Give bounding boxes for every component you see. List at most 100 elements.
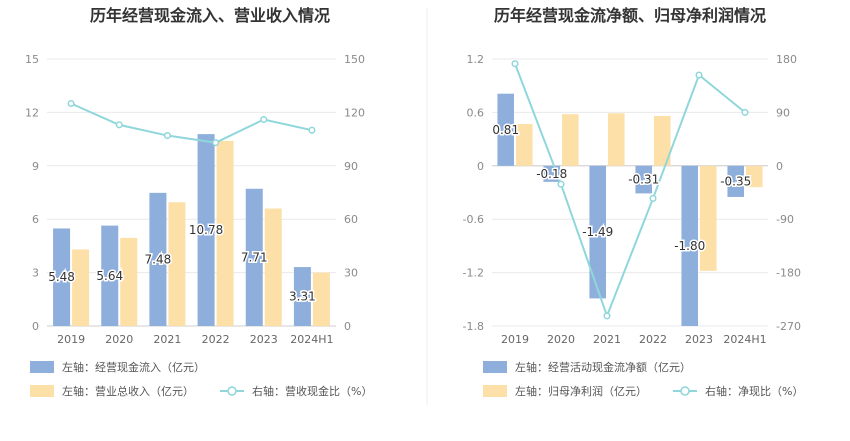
chart2-ratio-point	[695, 71, 703, 79]
chart1-title: 历年经营现金流入、营业收入情况	[90, 6, 330, 25]
chart1-legend-secondary: 左轴：营业总收入（亿元）	[62, 384, 194, 398]
chart2-ratio-point	[511, 60, 519, 68]
chart1-right-tick-label: 90	[344, 160, 358, 173]
chart1-x-tick-label: 2023	[250, 333, 278, 346]
chart1-left-tick-label: 6	[32, 213, 39, 226]
chart2-bar-secondary	[700, 165, 717, 271]
chart2-right-tick-label: 0	[776, 160, 783, 173]
chart1-legend-primary: 左轴：经营现金流入（亿元）	[62, 360, 205, 374]
chart2-bar-secondary	[746, 165, 763, 188]
chart1-right-tick-label: 30	[344, 267, 358, 280]
chart1-bar-secondary	[120, 237, 138, 326]
chart2-x-tick-label: 2019	[501, 333, 529, 346]
chart1-bar-secondary	[216, 140, 234, 326]
chart2-bar-secondary	[654, 115, 671, 166]
chart2-bar-primary	[727, 165, 744, 197]
chart1-x-tick-label: 2022	[202, 333, 230, 346]
chart2-left-tick-label: 0.6	[467, 106, 485, 119]
chart2-left-tick-label: 0	[477, 160, 484, 173]
chart2-bar-primary	[635, 165, 652, 194]
chart2-ratio-line	[514, 63, 746, 319]
chart2-legend-secondary: 左轴：归母净利润（亿元）	[515, 384, 647, 398]
chart2-data-label: -0.31	[628, 173, 659, 187]
chart1-bar-secondary	[264, 208, 282, 326]
chart1-x-tick-label: 2021	[153, 333, 181, 346]
chart1-ratio-point	[212, 139, 220, 147]
chart2-legend-swatch-primary	[483, 361, 507, 373]
chart1-right-tick-label: 60	[344, 213, 358, 226]
chart2-data-label: -0.35	[720, 174, 751, 188]
chart1-left-tick-label: 9	[32, 160, 39, 173]
chart1-data-label: 7.71	[241, 250, 268, 264]
chart1-data-label: 5.64	[96, 269, 123, 283]
chart1-ratio-point	[260, 115, 268, 124]
chart2-data-label: -0.18	[536, 167, 567, 181]
chart1-ratio-line	[70, 102, 313, 144]
chart1-data-label: 5.48	[48, 270, 75, 284]
chart1-x-tick-label: 2020	[105, 333, 133, 346]
chart1-left-tick-label: 15	[25, 53, 39, 66]
chart2-ratio-point	[649, 194, 657, 202]
chart2-bar-primary	[681, 165, 698, 326]
chart2-ratio-point	[603, 312, 611, 320]
chart2-data-label: -1.80	[674, 239, 705, 253]
chart2-bar-primary	[497, 93, 514, 166]
chart1-ratio-point	[163, 131, 171, 140]
chart1-ratio-point	[115, 121, 123, 129]
chart2-x-tick-label: 2020	[547, 333, 575, 346]
chart1-legend-line: 右轴：营收现金比（%）	[252, 384, 372, 398]
chart2-bar-secondary	[562, 114, 579, 166]
chart1-data-label: 10.78	[189, 223, 223, 237]
chart2-x-tick-label: 2024H1	[723, 333, 766, 346]
chart2-x-tick-label: 2022	[639, 333, 667, 346]
chart1-legend-swatch-primary	[30, 361, 54, 373]
chart1-bar-primary	[53, 228, 71, 326]
chart2-legend-primary: 左轴：经营活动现金流净额（亿元）	[515, 360, 691, 374]
chart2-data-label: 0.81	[492, 123, 519, 137]
chart1-right-tick-label: 0	[344, 320, 351, 333]
chart1-bar-secondary	[312, 272, 330, 326]
chart1-right-tick-label: 150	[344, 53, 365, 66]
chart1-x-tick-label: 2024H1	[290, 333, 333, 346]
chart2-bar-primary	[589, 165, 606, 299]
chart2-right-tick-label: -90	[776, 213, 794, 226]
chart1-left-tick-label: 12	[25, 106, 39, 119]
chart2-left-tick-label: -0.6	[463, 213, 484, 226]
chart1-bar-primary	[149, 192, 167, 326]
chart2-left-tick-label: 1.2	[467, 53, 485, 66]
chart2-right-tick-label: -270	[776, 320, 801, 333]
chart1-left-tick-label: 3	[32, 267, 39, 280]
chart2-bar-secondary	[516, 123, 533, 166]
chart2-legend-swatch-secondary	[483, 385, 507, 397]
chart1-ratio-point	[308, 126, 316, 134]
chart2-x-tick-label: 2023	[685, 333, 713, 346]
chart2-left-tick-label: -1.8	[463, 320, 484, 333]
chart1-left-tick-label: 0	[32, 320, 39, 333]
chart1-legend-swatch-line-marker	[227, 386, 237, 396]
chart2-right-tick-label: 180	[776, 53, 797, 66]
chart1-bar-secondary	[168, 202, 186, 326]
chart2-legend-line: 右轴：净现比（%）	[705, 384, 803, 398]
chart2-data-label: -1.49	[582, 225, 613, 239]
chart2-left-tick-label: -1.2	[463, 267, 484, 280]
chart2-bar-secondary	[608, 113, 625, 166]
chart2-legend-swatch-line-marker	[680, 386, 690, 396]
chart2-right-tick-label: 90	[776, 106, 790, 119]
chart1-bar-primary	[245, 188, 263, 326]
chart2-ratio-point	[741, 108, 749, 116]
chart2-ratio-point	[557, 180, 565, 188]
chart1-bar-secondary	[72, 249, 90, 326]
chart1-data-label: 7.48	[145, 252, 172, 266]
chart1-bar-primary	[197, 134, 215, 326]
chart1-bar-primary	[293, 267, 311, 326]
chart1-x-tick-label: 2019	[57, 333, 85, 346]
chart2-right-tick-label: -180	[776, 267, 801, 280]
chart2-title: 历年经营现金流净额、归母净利润情况	[494, 6, 766, 25]
chart1-legend-swatch-secondary	[30, 385, 54, 397]
chart1-data-label: 3.31	[289, 290, 316, 304]
chart1-right-tick-label: 120	[344, 106, 365, 119]
chart2-x-tick-label: 2021	[593, 333, 621, 346]
chart1-ratio-point	[67, 99, 75, 108]
